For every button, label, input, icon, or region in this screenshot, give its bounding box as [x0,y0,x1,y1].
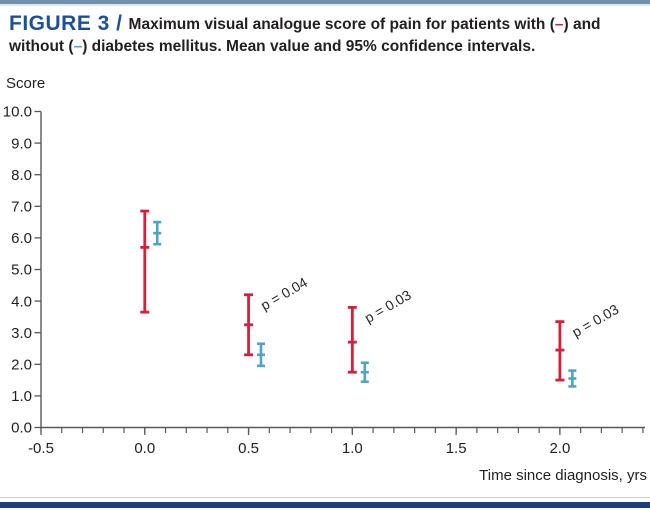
errorbar-without-diabetes [257,342,266,368]
series-without-diabetes [153,220,577,388]
x-tick-label: -0.5 [28,440,54,457]
x-tick-label: 1.0 [342,440,363,457]
title-segment: – [73,38,83,55]
y-axis-title: Score [6,75,46,92]
y-tick-label: 3.0 [11,325,32,342]
y-tick-label: 10.0 [3,104,32,121]
x-axis-title: Time since diagnosis, yrs [479,467,647,484]
errorbar-without-diabetes [568,369,577,388]
title-segment: Maximum visual analogue score of pain fo… [128,16,555,33]
series-with-diabetes [140,209,565,382]
y-tick-label: 6.0 [11,230,32,247]
title-segment: ) diabetes mellitus. Mean value and 95% … [82,38,536,55]
footer-separator [0,497,650,498]
y-tick-label: 7.0 [11,199,32,216]
y-tick-label: 1.0 [11,388,32,405]
errorbar-with-diabetes [244,293,254,357]
y-tick-label: 9.0 [11,135,32,152]
y-tick-label: 8.0 [11,167,32,184]
y-tick-label: 2.0 [11,357,32,374]
x-tick-label: 0.5 [238,440,259,457]
figure-title-segments: Maximum visual analogue score of pain fo… [9,16,601,55]
title-segment: – [554,16,564,33]
errorbar-without-diabetes [360,361,369,383]
x-tick-label: 2.0 [549,440,570,457]
footer-bar [0,502,650,508]
errorbar-with-diabetes [555,320,565,382]
top-accent-bar [0,0,650,4]
errorbar-without-diabetes [153,220,162,246]
p-value-label: p = 0.03 [362,287,414,326]
top-accent-shadow [0,4,650,6]
y-tick-label: 5.0 [11,262,32,279]
errorbar-with-diabetes [140,209,150,314]
axes: 10.0 9.0 8.0 7.0 6.0 5.0 4.0 3.0 2.0 1.0 0.0 -0.5 0.… [3,104,645,457]
p-value-label: p = 0.03 [569,301,621,340]
figure-header: FIGURE 3 / Maximum visual analogue score … [9,13,645,58]
x-tick-label: 1.5 [446,440,467,457]
y-tick-label: 4.0 [11,293,32,310]
y-tick-label: 0.0 [11,420,32,437]
figure-label: FIGURE 3 / [9,12,123,35]
x-tick-label: 0.0 [134,440,155,457]
title-segment: ) and without ( [9,16,601,55]
errorbar-with-diabetes [347,306,357,374]
p-value-label: p = 0.04 [258,274,310,313]
